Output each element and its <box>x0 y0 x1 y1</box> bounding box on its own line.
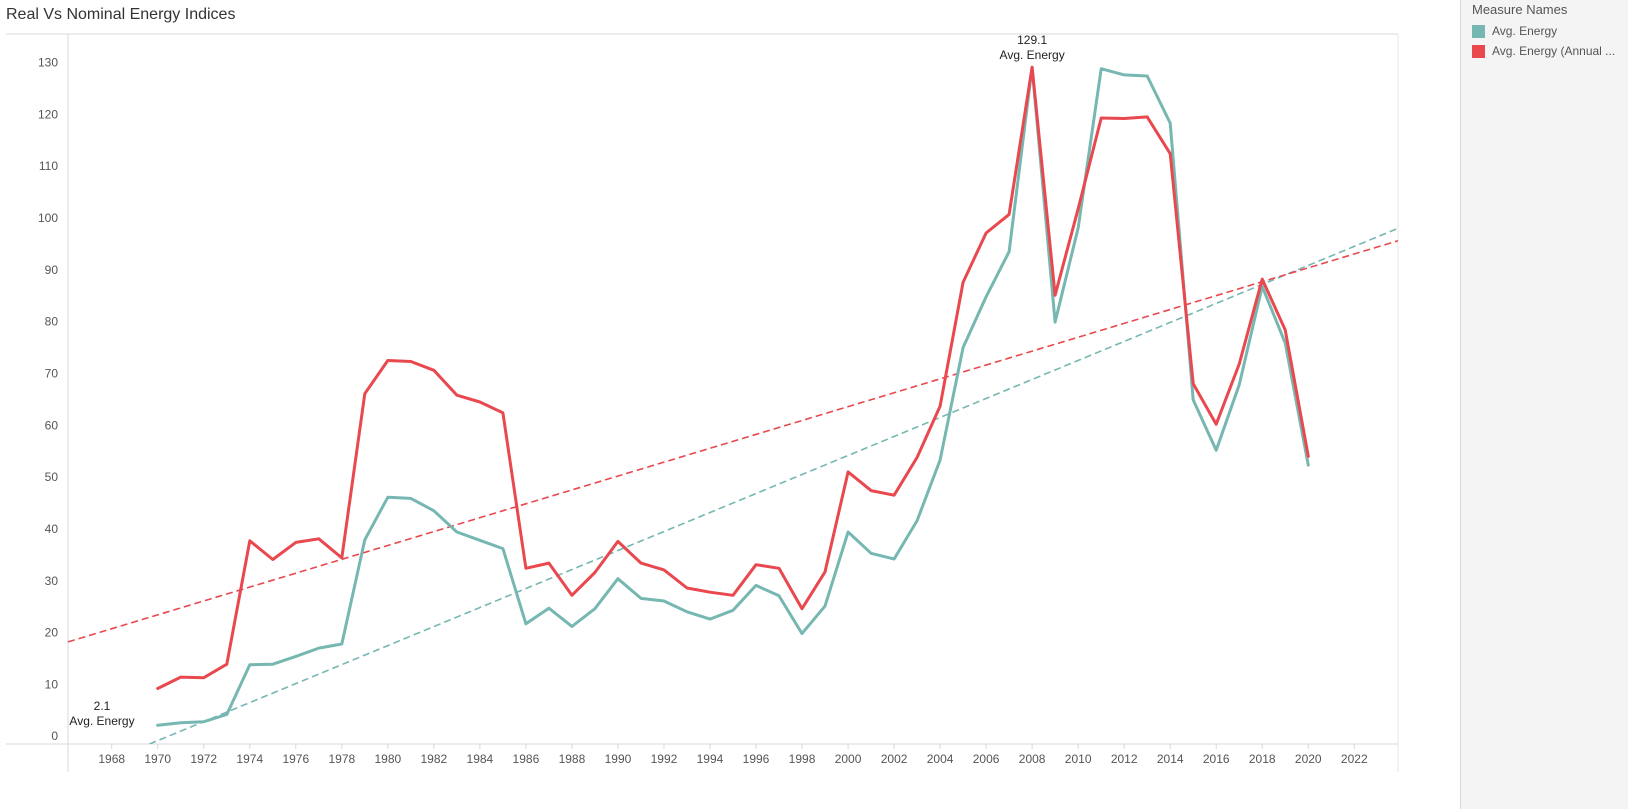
x-tick-label-1994: 1994 <box>697 752 724 766</box>
y-tick-label-40: 40 <box>45 522 59 536</box>
legend-swatch-avg-energy-annual <box>1472 44 1485 58</box>
x-tick-label-2000: 2000 <box>835 752 862 766</box>
y-tick-label-20: 20 <box>45 626 59 640</box>
x-tick-label-1992: 1992 <box>651 752 678 766</box>
y-tick-label-50: 50 <box>45 470 59 484</box>
x-tick-label-1976: 1976 <box>282 752 309 766</box>
y-tick-label-10: 10 <box>45 677 59 691</box>
y-tick-label-120: 120 <box>38 107 58 121</box>
x-tick-label-2012: 2012 <box>1111 752 1138 766</box>
x-tick-label-1998: 1998 <box>789 752 816 766</box>
y-tick-label-90: 90 <box>45 263 59 277</box>
x-tick-label-1996: 1996 <box>743 752 770 766</box>
x-tick-label-2014: 2014 <box>1157 752 1184 766</box>
x-tick-label-1974: 1974 <box>236 752 263 766</box>
x-tick-label-1980: 1980 <box>374 752 401 766</box>
legend-label-avg-energy: Avg. Energy <box>1492 24 1558 38</box>
x-tick-label-2002: 2002 <box>881 752 908 766</box>
x-tick-label-2016: 2016 <box>1203 752 1230 766</box>
x-tick-label-1972: 1972 <box>190 752 217 766</box>
legend-swatch-avg-energy <box>1472 24 1485 38</box>
series-line-avg-energy <box>156 65 1310 727</box>
annotation-min-label: Avg. Energy <box>69 714 134 728</box>
y-tick-label-130: 130 <box>38 56 58 70</box>
x-tick-label-1988: 1988 <box>559 752 586 766</box>
legend: Measure Names Avg. Energy Avg. Energy (A… <box>1472 0 1628 61</box>
x-tick-label-1986: 1986 <box>513 752 540 766</box>
annotation-min-value: 2.1 <box>94 699 111 713</box>
legend-label-avg-energy-annual: Avg. Energy (Annual ... <box>1492 44 1616 58</box>
x-tick-label-1978: 1978 <box>328 752 355 766</box>
y-tick-label-110: 110 <box>39 159 58 173</box>
legend-item-avg-energy-annual[interactable]: Avg. Energy (Annual ... <box>1472 41 1628 61</box>
x-tick-label-1968: 1968 <box>98 752 125 766</box>
series-line-avg-energy-annual <box>156 65 1310 690</box>
x-tick-label-1984: 1984 <box>467 752 494 766</box>
y-tick-label-0: 0 <box>51 729 58 743</box>
x-tick-label-2018: 2018 <box>1249 752 1276 766</box>
x-tick-label-2006: 2006 <box>973 752 1000 766</box>
y-tick-label-30: 30 <box>45 574 59 588</box>
legend-panel <box>1460 0 1628 809</box>
x-tick-label-2010: 2010 <box>1065 752 1092 766</box>
line-chart: 0 10 20 30 40 50 60 70 80 90 100 110 120 130 1968 1970 1… <box>6 33 1399 772</box>
legend-title: Measure Names <box>1472 2 1568 17</box>
x-tick-label-2008: 2008 <box>1019 752 1046 766</box>
chart-title: Real Vs Nominal Energy Indices <box>6 6 236 23</box>
x-tick-label-2022: 2022 <box>1341 752 1368 766</box>
annotation-max-label: Avg. Energy <box>1000 48 1065 62</box>
legend-item-avg-energy[interactable]: Avg. Energy <box>1472 21 1628 41</box>
y-tick-label-60: 60 <box>45 418 59 432</box>
trend-line-avg-energy <box>147 227 1398 744</box>
x-tick-label-2004: 2004 <box>927 752 954 766</box>
y-tick-label-100: 100 <box>38 211 58 225</box>
x-tick-label-1982: 1982 <box>421 752 448 766</box>
y-tick-label-80: 80 <box>45 315 59 329</box>
y-tick-label-70: 70 <box>45 366 59 380</box>
x-tick-label-1990: 1990 <box>605 752 632 766</box>
trend-line-avg-energy-annual <box>67 240 1398 643</box>
x-tick-label-2020: 2020 <box>1295 752 1322 766</box>
x-tick-label-1970: 1970 <box>144 752 171 766</box>
annotation-max-value: 129.1 <box>1017 33 1047 47</box>
